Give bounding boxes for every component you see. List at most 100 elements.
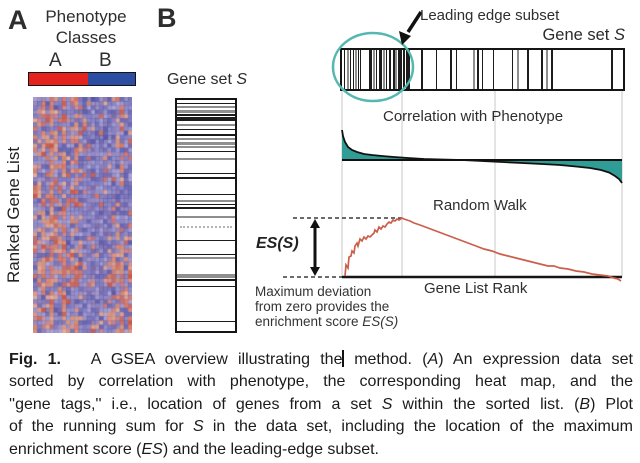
gene-tag-tick <box>177 203 235 206</box>
gene-tag-tick <box>541 50 543 89</box>
gene-tag-tick <box>349 50 352 89</box>
panel-a-letter: A <box>8 5 28 35</box>
class-a-label: A <box>49 50 62 71</box>
gene-tag-tick <box>177 256 235 259</box>
text-segment: B <box>579 395 591 413</box>
gene-tag-tick <box>420 50 423 89</box>
gene-tag-tick <box>177 105 235 108</box>
gene-tag-tick <box>516 50 519 89</box>
note-line: enrichment score ES(S) <box>255 314 398 329</box>
text-segment: within the sorted list. ( <box>392 395 580 413</box>
gene-tag-tick <box>177 146 235 149</box>
text-segment: ''gene tags,'' i.e., location of genes f… <box>9 395 382 413</box>
text-segment: of the running sum for <box>9 418 193 436</box>
es-arrowhead-top <box>310 219 320 228</box>
phenotype-title-line2: Classes <box>55 28 117 47</box>
text-segment: enrichment score ( <box>9 440 142 458</box>
gene-tag-tick <box>177 102 235 105</box>
text-segment: S <box>192 418 204 436</box>
gene-tag-tick <box>380 50 382 89</box>
es-score-label: ES(S) <box>256 235 299 252</box>
leading-edge-subset-label: Leading edge subset <box>420 7 560 24</box>
gene-tag-tick <box>177 110 235 114</box>
gene-tag-tick <box>177 320 235 323</box>
gene-tag-tick <box>347 50 350 89</box>
gene-tag-tick <box>511 50 514 89</box>
gene-tag-tick <box>359 50 362 89</box>
ranked-gene-list-axis-label: Ranked Gene List <box>4 146 23 284</box>
panel-b-letter: B <box>157 3 177 33</box>
gene-tag-tick <box>177 172 235 175</box>
text-segment: method. ( <box>343 351 428 368</box>
text-segment: from zero provides the <box>255 299 390 314</box>
random-walk-title: Random Walk <box>433 197 527 214</box>
gene-tag-tick <box>546 50 548 89</box>
gene-tag-tick <box>551 50 553 89</box>
gene-tag-tick <box>395 50 398 89</box>
text-cursor <box>342 350 344 367</box>
gene-tag-tick <box>375 50 378 89</box>
phenotype-bar-class-b <box>88 73 135 85</box>
gene-tag-tick <box>389 50 391 89</box>
gene-tag-tick <box>481 50 484 89</box>
gene-set-vertical-barcode <box>175 98 237 333</box>
gene-tag-tick <box>477 50 479 89</box>
gene-tag-tick <box>527 50 529 89</box>
gene-tag-tick <box>177 124 235 127</box>
gene-tag-tick <box>177 207 235 209</box>
gene-tag-tick <box>177 239 235 242</box>
gene-tag-tick <box>177 285 235 288</box>
gene-tag-tick <box>177 157 235 160</box>
text-segment: A <box>427 351 439 368</box>
gene-tag-tick <box>177 142 235 146</box>
gene-tag-tick <box>177 177 235 179</box>
gene-set-s-label-vertical: Gene set S <box>166 71 248 88</box>
text-segment: sorted by correlation with phenotype, th… <box>9 373 633 391</box>
gene-tag-tick <box>177 150 235 153</box>
gene-tag-tick <box>177 193 235 196</box>
text-segment: ) An expression data set <box>438 351 634 368</box>
text-segment: ES <box>141 440 163 458</box>
caption-line: ''gene tags,'' i.e., location of genes f… <box>9 394 633 416</box>
gene-tag-tick <box>177 114 235 116</box>
correlation-area-fill <box>342 130 622 183</box>
caption-line: Fig. 1. A GSEA overview illustrating the… <box>9 349 633 371</box>
phenotype-classes-title: Phenotype Classes <box>30 6 142 48</box>
gene-tag-tick <box>370 50 373 89</box>
gene-tag-tick <box>343 50 346 89</box>
gene-tag-tick <box>455 50 458 89</box>
gene-tag-tick <box>435 50 438 89</box>
gene-set-horizontal-barcode <box>340 48 625 91</box>
text-segment: Maximum deviation <box>255 284 372 299</box>
caption-line: of the running sum for S in the data set… <box>9 416 633 438</box>
gene-tag-tick <box>385 50 388 89</box>
gene-tag-tick <box>450 50 452 89</box>
text-segment: A GSEA overview illustrating the <box>61 351 343 368</box>
gene-tag-tick <box>177 117 235 122</box>
text-segment: ) Plot <box>590 395 634 413</box>
barcode-dotted-separator <box>180 225 232 228</box>
phenotype-bar <box>28 72 136 86</box>
text-segment: S <box>381 395 393 413</box>
gene-tag-tick <box>177 128 235 131</box>
phenotype-title-line1: Phenotype <box>45 7 127 26</box>
note-line: from zero provides the <box>255 299 398 314</box>
leading-edge-arrowhead <box>399 31 411 45</box>
gene-list-rank-axis-label: Gene List Rank <box>424 280 528 297</box>
gene-set-s-label-horizontal: Gene set S <box>542 26 625 44</box>
text-segment: ES(S) <box>362 314 399 329</box>
caption-line: sorted by correlation with phenotype, th… <box>9 371 633 393</box>
expression-heatmap <box>33 97 132 333</box>
correlation-plot-title: Correlation with Phenotype <box>383 108 564 125</box>
es-arrowhead-bottom <box>310 267 320 276</box>
note-line: Maximum deviation <box>255 284 398 299</box>
gene-tag-tick <box>408 50 411 89</box>
gene-tag-tick <box>400 50 402 89</box>
gene-tag-tick <box>177 138 235 140</box>
random-walk-curve <box>344 217 622 282</box>
gene-tag-tick <box>177 215 235 218</box>
gene-tag-tick <box>403 50 405 89</box>
correlation-curve <box>341 129 623 184</box>
caption-line: enrichment score (ES) and the leading-ed… <box>9 439 633 461</box>
class-b-label: B <box>99 50 112 71</box>
